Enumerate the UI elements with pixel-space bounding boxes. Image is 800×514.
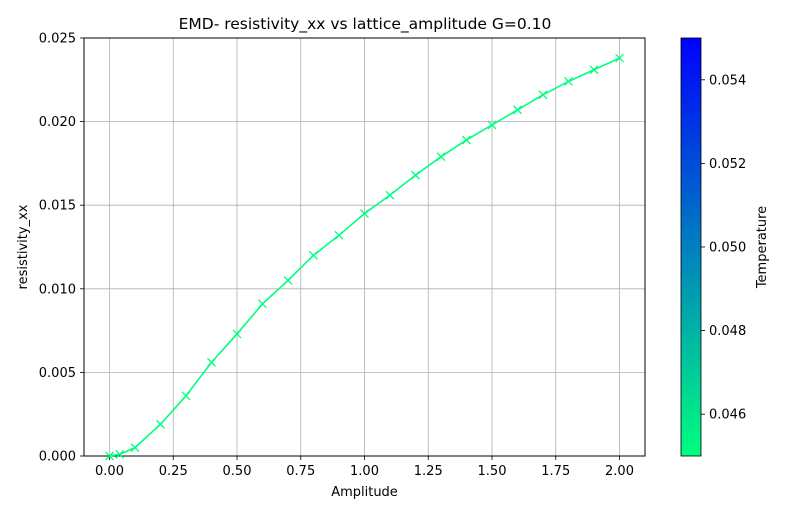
- y-tick-label: 0.015: [39, 199, 76, 214]
- y-tick-label: 0.005: [39, 366, 76, 381]
- x-tick-label: 0.50: [223, 464, 252, 479]
- data-point-marker: [462, 135, 471, 145]
- x-tick-label: 2.00: [605, 464, 634, 479]
- colorbar-tick-label: 0.054: [709, 73, 746, 88]
- data-point-marker: [411, 170, 420, 180]
- data-point-marker: [232, 329, 242, 339]
- y-tick-label: 0.020: [39, 115, 76, 130]
- data-point-marker: [334, 230, 344, 240]
- data-point-marker: [487, 120, 497, 130]
- x-axis-label: Amplitude: [331, 485, 398, 500]
- x-tick-label: 0.00: [95, 464, 124, 479]
- y-tick-label: 0.025: [39, 32, 76, 47]
- colorbar-tick-label: 0.046: [709, 408, 746, 423]
- chart-title: EMD- resistivity_xx vs lattice_amplitude…: [179, 15, 552, 34]
- data-point-marker: [538, 90, 548, 100]
- data-point-marker: [283, 275, 293, 285]
- y-axis: 0.000 0.005 0.010 0.015 0.020 0.025: [39, 32, 84, 465]
- data-point-marker: [385, 190, 395, 200]
- x-tick-label: 1.00: [350, 464, 379, 479]
- x-tick-label: 0.75: [286, 464, 315, 479]
- x-tick-label: 1.75: [541, 464, 570, 479]
- colorbar-tick-label: 0.048: [709, 324, 746, 339]
- data-point-marker: [258, 299, 267, 309]
- colorbar-ticks: 0.046 0.048 0.050 0.052 0.054: [701, 73, 746, 423]
- colorbar-label: Temperature: [755, 206, 770, 289]
- data-point-marker: [156, 419, 165, 429]
- y-axis-label: resistivity_xx: [16, 204, 31, 289]
- x-tick-label: 1.50: [478, 464, 507, 479]
- data-point-marker: [207, 357, 216, 367]
- colorbar-tick-label: 0.050: [709, 241, 746, 256]
- y-tick-label: 0.000: [39, 450, 76, 465]
- data-point-marker: [181, 391, 191, 401]
- data-point-marker: [615, 53, 624, 63]
- data-point-marker: [309, 250, 318, 260]
- x-axis: 0.00 0.25 0.50 0.75 1.00 1.25 1.50 1.75 2.00: [95, 456, 634, 479]
- data-point-marker: [130, 443, 140, 453]
- data-point-marker: [564, 77, 573, 86]
- colorbar: [680, 37, 702, 457]
- x-tick-label: 0.25: [159, 464, 188, 479]
- y-tick-label: 0.010: [39, 282, 76, 297]
- data-point-marker: [360, 209, 369, 219]
- data-point-marker: [589, 65, 599, 75]
- data-point-marker: [115, 449, 125, 459]
- series-line: [109, 57, 620, 457]
- x-tick-label: 1.25: [414, 464, 443, 479]
- colorbar-tick-label: 0.052: [709, 157, 746, 172]
- grid: [84, 37, 645, 457]
- series-layer: [105, 53, 624, 461]
- data-point-marker: [513, 105, 522, 115]
- data-point-marker: [436, 152, 446, 162]
- data-point-marker: [105, 451, 114, 461]
